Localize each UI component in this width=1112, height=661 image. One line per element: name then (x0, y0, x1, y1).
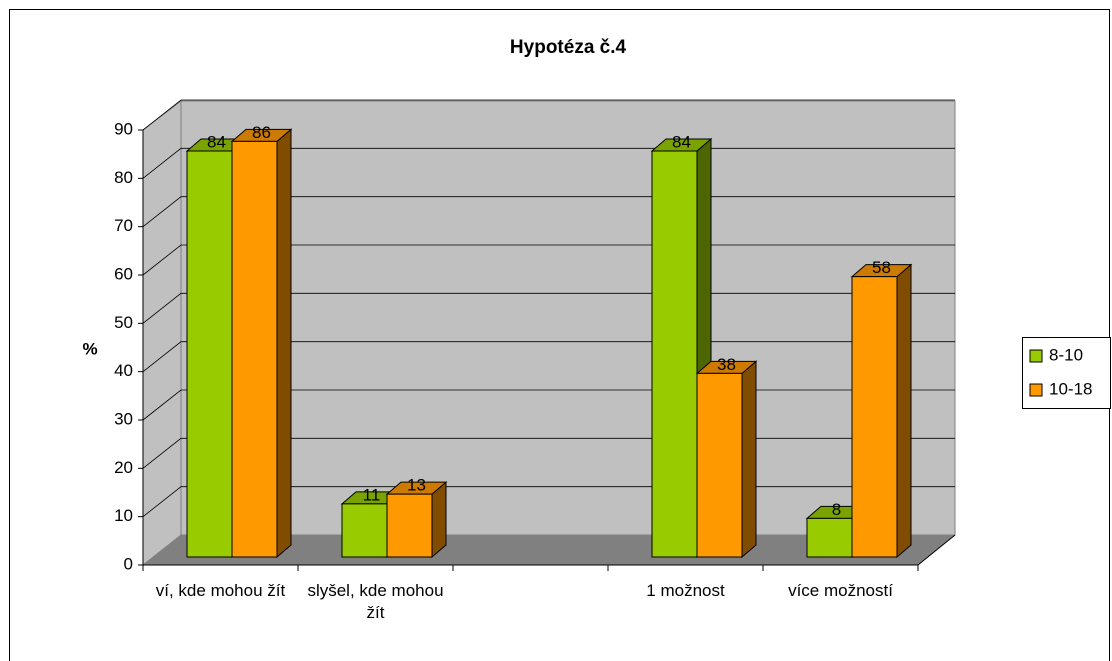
bar-front (231, 140, 278, 558)
data-label: 8 (832, 500, 841, 519)
data-label: 11 (363, 485, 381, 504)
data-label: 84 (672, 132, 691, 151)
legend-label: 10-18 (1049, 379, 1092, 398)
floor-edge (917, 534, 956, 566)
data-label: 84 (207, 132, 226, 151)
grid-line (142, 99, 955, 131)
bar-side (431, 481, 447, 559)
x-tick-label: více možností (788, 581, 893, 600)
legend-swatch (1029, 349, 1043, 363)
bar-front (386, 493, 433, 558)
bar-front (341, 503, 388, 558)
y-tick-label: 60 (114, 264, 133, 283)
y-tick-label: 20 (114, 458, 133, 477)
bar (695, 360, 758, 559)
legend-box (1022, 337, 1111, 409)
bar-side (741, 360, 757, 559)
x-tick-label: ví, kde mohou žít (155, 581, 286, 600)
x-tick-label: slyšel, kde mohou žít (307, 581, 444, 622)
bar-front (186, 150, 233, 558)
bar-front (806, 517, 853, 558)
y-tick-label: 40 (114, 361, 133, 380)
back-wall (180, 100, 956, 536)
bar (230, 128, 293, 559)
bar (850, 263, 913, 559)
side-wall (142, 99, 182, 567)
y-tick-label: 90 (114, 119, 133, 138)
data-label: 38 (717, 355, 736, 374)
data-label: 58 (872, 258, 891, 277)
y-tick-label: 10 (114, 506, 133, 525)
bar-front (696, 372, 743, 558)
data-label: 86 (252, 123, 271, 142)
chart-title: Hypotéza č.4 (510, 37, 627, 58)
legend-swatch (1029, 383, 1043, 397)
y-tick-label: 30 (114, 409, 133, 428)
y-tick-label: 80 (114, 168, 133, 187)
x-tick-label: 1 možnost (646, 581, 725, 600)
legend-label: 8-10 (1049, 345, 1083, 364)
y-tick-label: 0 (124, 554, 133, 573)
bar-side (896, 263, 912, 559)
data-label: 13 (407, 476, 426, 495)
bar-front (851, 276, 898, 558)
bar-side (276, 128, 292, 559)
y-axis-label: % (82, 339, 97, 358)
y-tick-label: 70 (114, 216, 133, 235)
bar (385, 481, 448, 559)
bar-front (651, 150, 698, 558)
y-tick-label: 50 (114, 313, 133, 332)
